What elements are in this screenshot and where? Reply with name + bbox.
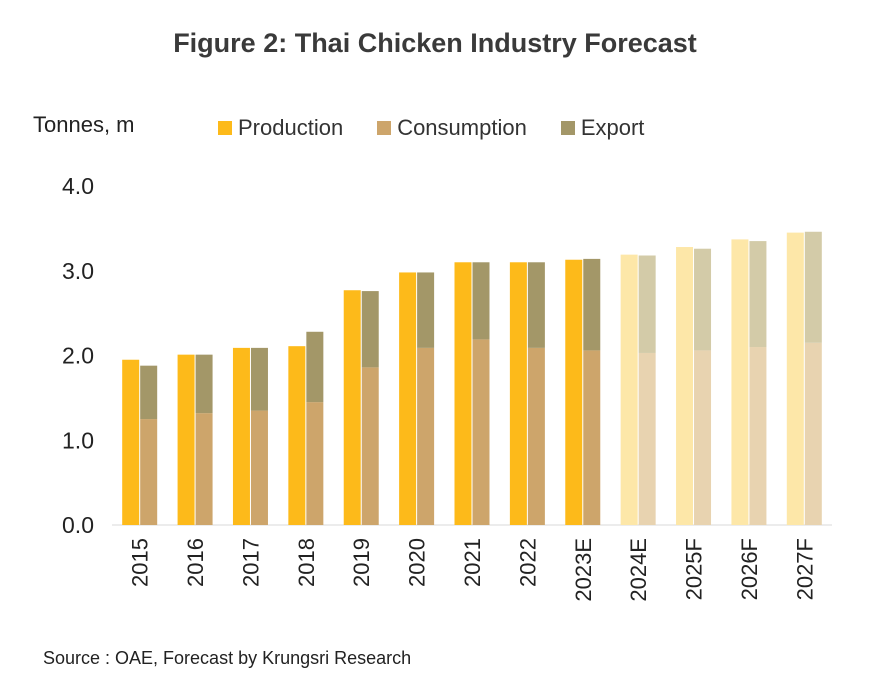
bar-consumption [749, 347, 767, 525]
legend-label-export: Export [580, 115, 645, 140]
bar-export [250, 347, 268, 411]
x-tick-label: 2020 [405, 538, 430, 587]
legend-item-export: Export [560, 115, 645, 141]
bar-consumption [638, 352, 656, 525]
bar-production [676, 247, 694, 525]
legend-swatch-consumption [377, 121, 392, 135]
bar-production [509, 262, 527, 525]
x-tick-label: 2026F [737, 538, 762, 600]
x-tick-label: 2016 [183, 538, 208, 587]
bar-export [472, 262, 490, 340]
bar-export [583, 258, 601, 351]
x-tick-label: 2025F [682, 538, 707, 600]
bar-export [804, 231, 822, 343]
x-tick-label: 2023E [571, 538, 596, 602]
legend-swatch-export [560, 121, 575, 135]
bar-export [527, 262, 545, 348]
bar-production [232, 347, 250, 525]
bar-consumption [361, 367, 379, 525]
bar-consumption [306, 402, 324, 525]
x-tick-label: 2019 [349, 538, 374, 587]
legend-swatch-production [218, 121, 232, 135]
legend-item-production: Production [218, 115, 343, 141]
bar-export [638, 255, 656, 353]
y-tick-label: 0.0 [62, 512, 94, 538]
bar-production [731, 239, 749, 525]
legend-item-consumption: Consumption [377, 115, 527, 141]
bar-consumption [250, 410, 268, 525]
bar-consumption [527, 347, 545, 525]
bar-production [786, 232, 804, 526]
x-tick-label: 2018 [294, 538, 319, 587]
bar-consumption [583, 350, 601, 525]
x-tick-label: 2017 [238, 538, 263, 587]
bar-export [417, 272, 435, 348]
bar-export [306, 331, 324, 403]
legend-label-consumption: Consumption [397, 115, 527, 140]
y-tick-label: 4.0 [62, 173, 94, 199]
bar-production [620, 254, 638, 525]
bar-export [361, 291, 379, 368]
x-tick-label: 2024E [626, 538, 651, 602]
bar-production [177, 354, 195, 525]
x-tick-label: 2027F [792, 538, 817, 600]
y-tick-label: 2.0 [62, 343, 94, 369]
x-tick-label: 2022 [515, 538, 540, 587]
bar-production [454, 262, 472, 525]
bar-export [140, 365, 158, 420]
x-tick-label: 2021 [460, 538, 485, 587]
bar-production [565, 259, 583, 525]
y-tick-label: 1.0 [62, 427, 94, 453]
bar-export [694, 248, 712, 351]
bar-consumption [195, 413, 213, 525]
x-tick-label: 2015 [128, 538, 153, 587]
bar-consumption [472, 339, 490, 525]
bar-export [195, 354, 213, 414]
bar-production [343, 290, 361, 525]
y-tick-label: 3.0 [62, 258, 94, 284]
y-axis-unit-label: Tonnes, m [33, 112, 135, 137]
bar-production [288, 346, 306, 525]
source-note: Source : OAE, Forecast by Krungsri Resea… [43, 648, 412, 668]
bar-production [399, 272, 417, 525]
legend-label-production: Production [238, 115, 344, 140]
legend: Production Consumption Export [218, 115, 644, 141]
bar-consumption [417, 347, 435, 525]
bar-export [749, 241, 767, 348]
bar-production [122, 359, 140, 525]
bar-consumption [140, 419, 158, 525]
bar-consumption [804, 342, 822, 525]
bar-consumption [694, 350, 712, 525]
chart-title: Figure 2: Thai Chicken Industry Forecast [173, 28, 697, 58]
